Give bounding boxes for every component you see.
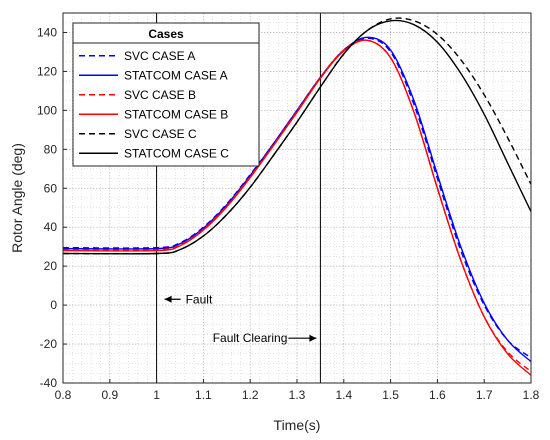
y-tick-label: 0	[50, 298, 57, 312]
fault-annotation-label: Fault	[186, 292, 213, 306]
legend-entry-label: STATCOM CASE B	[124, 107, 228, 121]
x-axis-title: Time(s)	[274, 417, 321, 433]
x-tick-label: 1.7	[476, 388, 493, 402]
x-tick-label: 1.8	[523, 388, 540, 402]
legend-entry-label: STATCOM CASE A	[124, 68, 228, 82]
series-line	[62, 39, 532, 376]
annotations: Fault Fault Clearing	[164, 292, 317, 345]
fault-clearing-arrow-head	[309, 334, 317, 342]
x-tick-label: 1.5	[382, 388, 399, 402]
y-tick-label: 140	[37, 25, 57, 39]
y-axis-title: Rotor Angle (deg)	[9, 143, 25, 253]
legend-entries: SVC CASE A STATCOM CASE A SVC CASE B STATCO…	[79, 49, 229, 160]
fault-clearing-annotation-label: Fault Clearing	[213, 331, 288, 345]
x-tick-label: 0.9	[101, 388, 118, 402]
x-tick-label: 0.8	[55, 388, 72, 402]
y-tick-label: 120	[37, 64, 57, 78]
legend-entry-label: SVC CASE C	[124, 127, 197, 141]
y-tick-label: 60	[44, 181, 58, 195]
y-tick-label: 80	[44, 142, 58, 156]
y-tick-label: -20	[40, 337, 58, 351]
y-tick-label: 100	[37, 103, 57, 117]
y-tick-label: 40	[44, 220, 58, 234]
x-tick-labels: 0.8 0.9 1 1.1 1.2 1.3 1.4 1.5 1.6 1.7 1.8	[55, 388, 540, 402]
tick-marks	[62, 31, 532, 384]
x-tick-label: 1	[153, 388, 160, 402]
legend-entry-label: SVC CASE B	[124, 88, 196, 102]
x-tick-label: 1.2	[242, 388, 259, 402]
x-tick-label: 1.3	[289, 388, 306, 402]
legend-entry-label: STATCOM CASE C	[124, 146, 229, 160]
x-tick-label: 1.6	[429, 388, 446, 402]
y-tick-label: -40	[40, 376, 58, 390]
y-tick-label: 20	[44, 259, 58, 273]
fault-arrow-head	[164, 295, 172, 303]
x-tick-label: 1.4	[335, 388, 352, 402]
y-tick-labels: -40 -20 0 20 40 60 80 100 120 140	[37, 25, 57, 390]
x-tick-label: 1.1	[195, 388, 212, 402]
series-line	[62, 19, 532, 255]
legend: Cases SVC CASE A STATCOM CASE A SVC CASE B…	[72, 22, 260, 167]
series-layer	[62, 17, 532, 376]
legend-title: Cases	[148, 27, 184, 41]
legend-entry-label: SVC CASE A	[124, 49, 195, 63]
